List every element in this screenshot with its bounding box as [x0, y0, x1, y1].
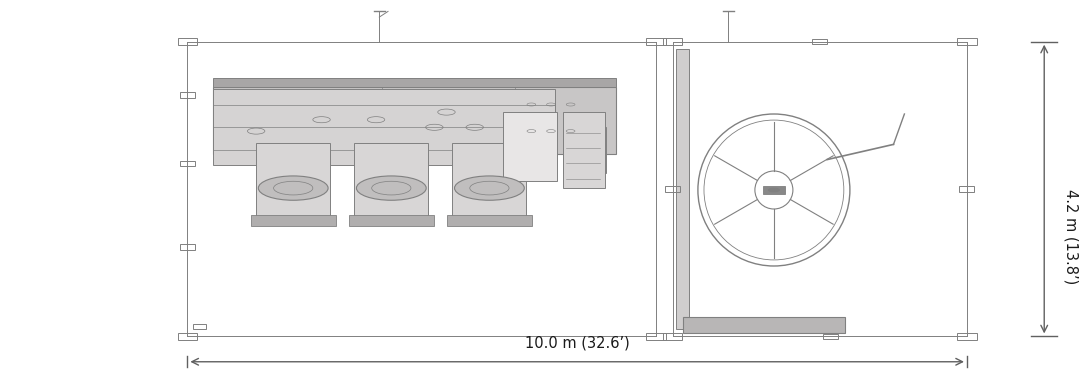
Bar: [646, 333, 666, 340]
Bar: [213, 78, 616, 87]
Bar: [193, 324, 206, 329]
Bar: [957, 38, 977, 45]
Bar: [349, 215, 434, 226]
Bar: [178, 38, 197, 45]
Bar: [178, 333, 197, 340]
Bar: [180, 92, 195, 98]
Bar: [676, 49, 689, 329]
Bar: [812, 39, 827, 44]
Bar: [180, 161, 195, 166]
Bar: [180, 244, 195, 250]
Bar: [256, 142, 330, 218]
Bar: [452, 142, 526, 218]
Text: 10.0 m (32.6’): 10.0 m (32.6’): [524, 336, 630, 350]
Bar: [646, 38, 666, 45]
Bar: [213, 87, 616, 154]
Bar: [683, 317, 846, 332]
Bar: [823, 334, 838, 339]
Circle shape: [768, 188, 779, 192]
Circle shape: [455, 176, 524, 200]
Bar: [663, 333, 682, 340]
Bar: [663, 38, 682, 45]
Bar: [959, 186, 974, 192]
Bar: [251, 215, 336, 226]
Bar: [354, 142, 428, 218]
Bar: [957, 333, 977, 340]
Bar: [213, 89, 556, 165]
Bar: [562, 127, 606, 173]
Bar: [564, 112, 605, 188]
Circle shape: [356, 176, 426, 200]
Circle shape: [258, 176, 328, 200]
Bar: [502, 112, 557, 180]
Bar: [447, 215, 532, 226]
Text: 4.2 m (13.8’): 4.2 m (13.8’): [1064, 189, 1079, 284]
Bar: [665, 186, 680, 192]
Bar: [763, 186, 785, 194]
